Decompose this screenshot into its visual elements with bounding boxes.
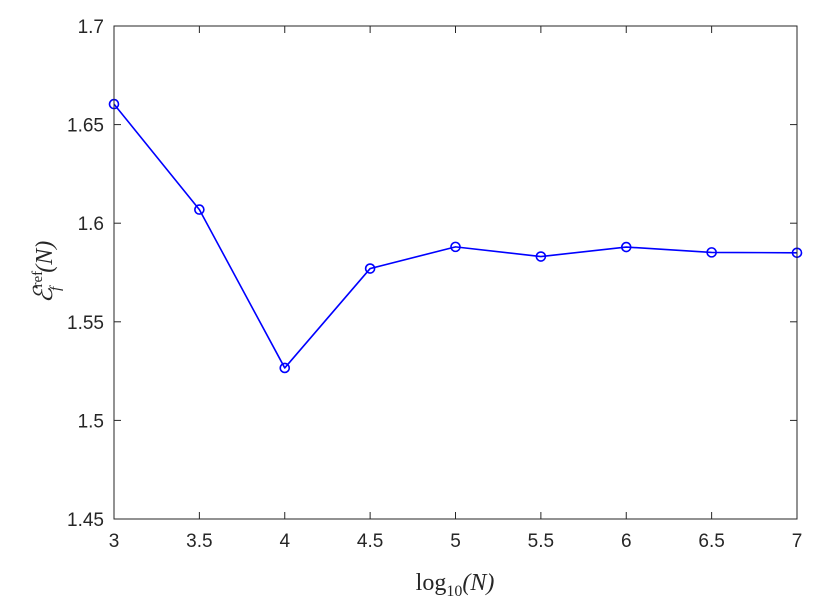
x-tick-label: 6 [621,531,632,552]
y-tick-label: 1.65 [67,116,104,137]
data-point-marker [535,251,547,262]
x-axis-label-arg: (N) [462,570,494,596]
data-point-marker [194,204,205,215]
series-line [113,103,798,369]
data-point-marker [364,263,376,274]
x-tick-label: 4.5 [357,531,383,552]
y-tick-label: 1.6 [78,214,104,235]
y-axis-label-sup: ref [30,271,46,288]
x-tick-label: 3.5 [186,531,212,552]
x-axis-label: log10(N) [416,570,495,600]
x-tick-label: 4 [279,531,290,552]
x-tick-label: 5.5 [528,531,554,552]
x-axis-label-sub: 10 [446,583,462,600]
plot-frame [113,25,798,520]
x-axis-label-base: log [416,570,447,596]
y-tick-label: 1.7 [78,17,104,38]
x-tick-label: 5 [450,531,461,552]
y-axis-label-base: ℰ [29,285,58,303]
tick-labels-layer: 3 3.5 4 4.5 5 5.5 6 6.5 7 1.45 1.5 1.55 1.6 1.65 1.7 [67,17,802,552]
data-point-marker [279,362,291,374]
ticks-layer [113,25,798,520]
x-tick-label: 3 [109,531,120,552]
y-tick-label: 1.5 [78,411,104,432]
series-layer [108,98,803,374]
y-tick-label: 1.55 [67,313,104,334]
data-point-marker [620,241,632,253]
y-axis-label-sub: f [48,285,64,291]
y-axis-label-arg: (N) [32,241,58,273]
data-point-marker [450,241,461,253]
y-axis-label: ℰreff (N) [29,241,64,304]
x-tick-label: 7 [792,531,803,552]
y-tick-label: 1.45 [67,510,104,531]
x-tick-label: 6.5 [698,531,724,552]
data-point-marker [706,247,717,258]
